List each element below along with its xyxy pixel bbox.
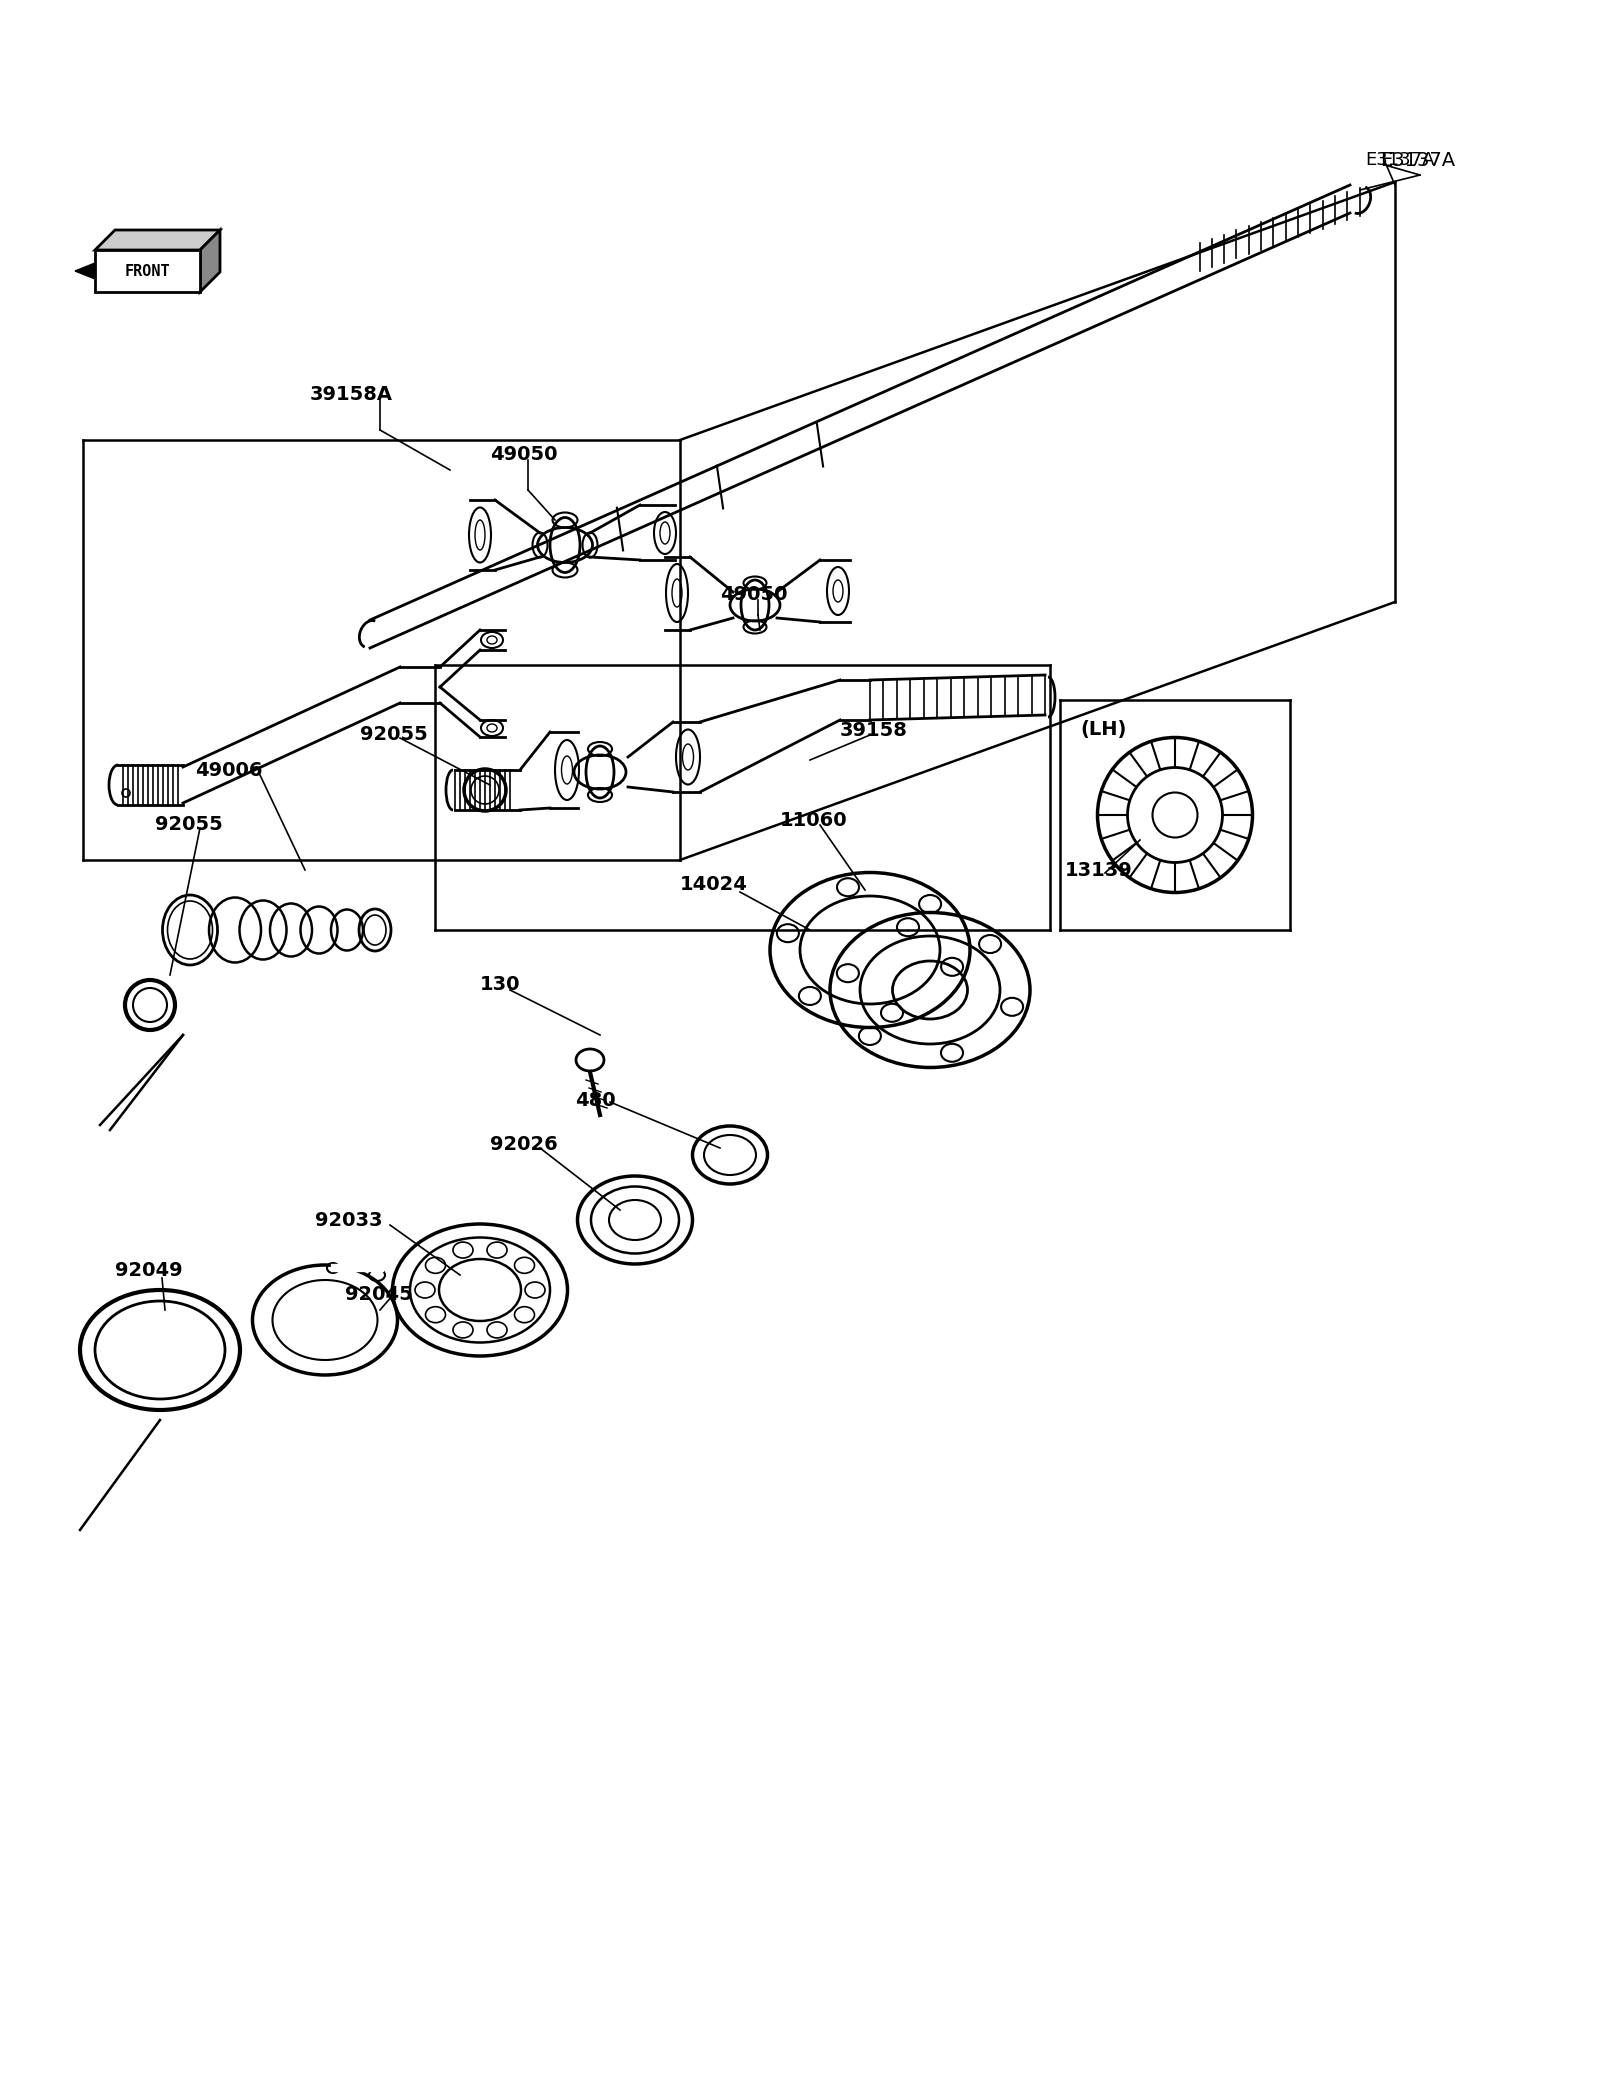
Text: 480: 480 xyxy=(574,1090,616,1109)
Polygon shape xyxy=(94,251,200,293)
Text: FRONT: FRONT xyxy=(125,264,170,278)
Text: 49006: 49006 xyxy=(195,761,262,780)
Text: 92049: 92049 xyxy=(115,1261,182,1280)
Text: 39158: 39158 xyxy=(840,720,907,738)
Text: 92033: 92033 xyxy=(315,1211,382,1230)
Text: (LH): (LH) xyxy=(1080,720,1126,738)
Text: 92055: 92055 xyxy=(155,816,222,835)
Text: 13139: 13139 xyxy=(1066,860,1133,879)
Polygon shape xyxy=(200,230,221,293)
Polygon shape xyxy=(75,264,94,278)
Text: 49050: 49050 xyxy=(490,446,557,464)
Text: 11060: 11060 xyxy=(781,810,848,831)
Text: 92026: 92026 xyxy=(490,1136,558,1155)
Text: 92045: 92045 xyxy=(346,1284,413,1305)
Text: 49050: 49050 xyxy=(720,586,787,605)
Text: 130: 130 xyxy=(480,975,520,994)
Text: E3137A: E3137A xyxy=(1379,151,1454,169)
Text: 92055: 92055 xyxy=(360,726,427,745)
Polygon shape xyxy=(94,230,221,251)
Text: 39158A: 39158A xyxy=(310,385,394,404)
Text: E3137A: E3137A xyxy=(1365,151,1435,169)
Text: 14024: 14024 xyxy=(680,874,747,895)
